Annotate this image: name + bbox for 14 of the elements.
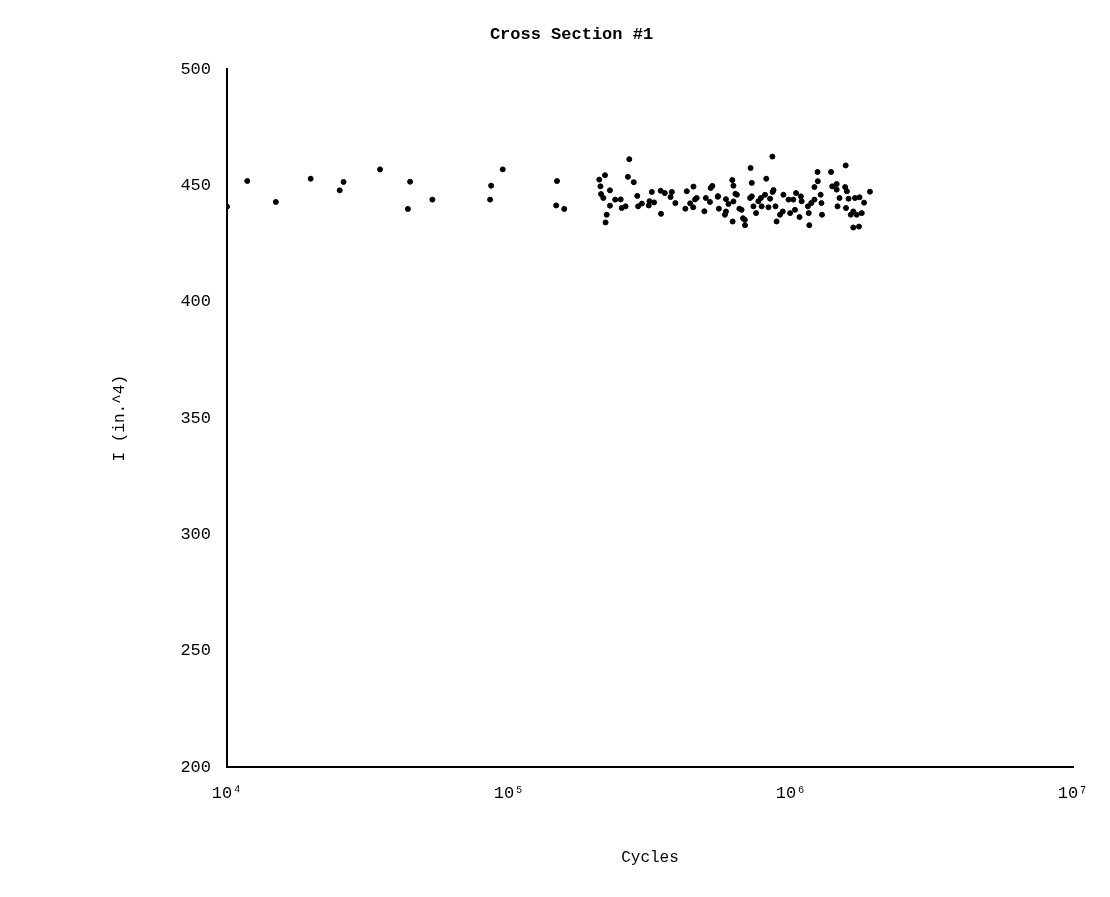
y-tick-label: 250	[180, 641, 211, 661]
y-tick-label: 450	[180, 176, 211, 196]
x-tick-label: 10⁶	[775, 783, 807, 803]
y-tick-label: 350	[180, 408, 211, 428]
chart-title: Cross Section #1	[489, 25, 654, 45]
x-axis-title: Cycles	[621, 848, 679, 867]
y-tick-label: 300	[180, 524, 211, 544]
y-tick-label: 200	[180, 757, 211, 777]
x-tick-label: 10⁷	[1057, 783, 1089, 803]
x-tick-label: 10⁴	[211, 783, 243, 803]
y-axis-title: I (in.^4)	[110, 374, 129, 462]
y-tick-label: 500	[180, 59, 211, 79]
x-tick-label: 10⁵	[493, 783, 525, 803]
y-tick-label: 400	[180, 292, 211, 312]
